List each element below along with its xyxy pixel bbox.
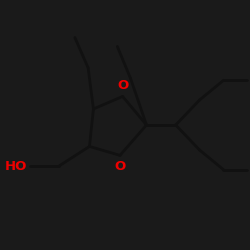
Text: HO: HO bbox=[5, 160, 28, 172]
Text: O: O bbox=[117, 79, 128, 92]
Text: O: O bbox=[114, 160, 126, 172]
